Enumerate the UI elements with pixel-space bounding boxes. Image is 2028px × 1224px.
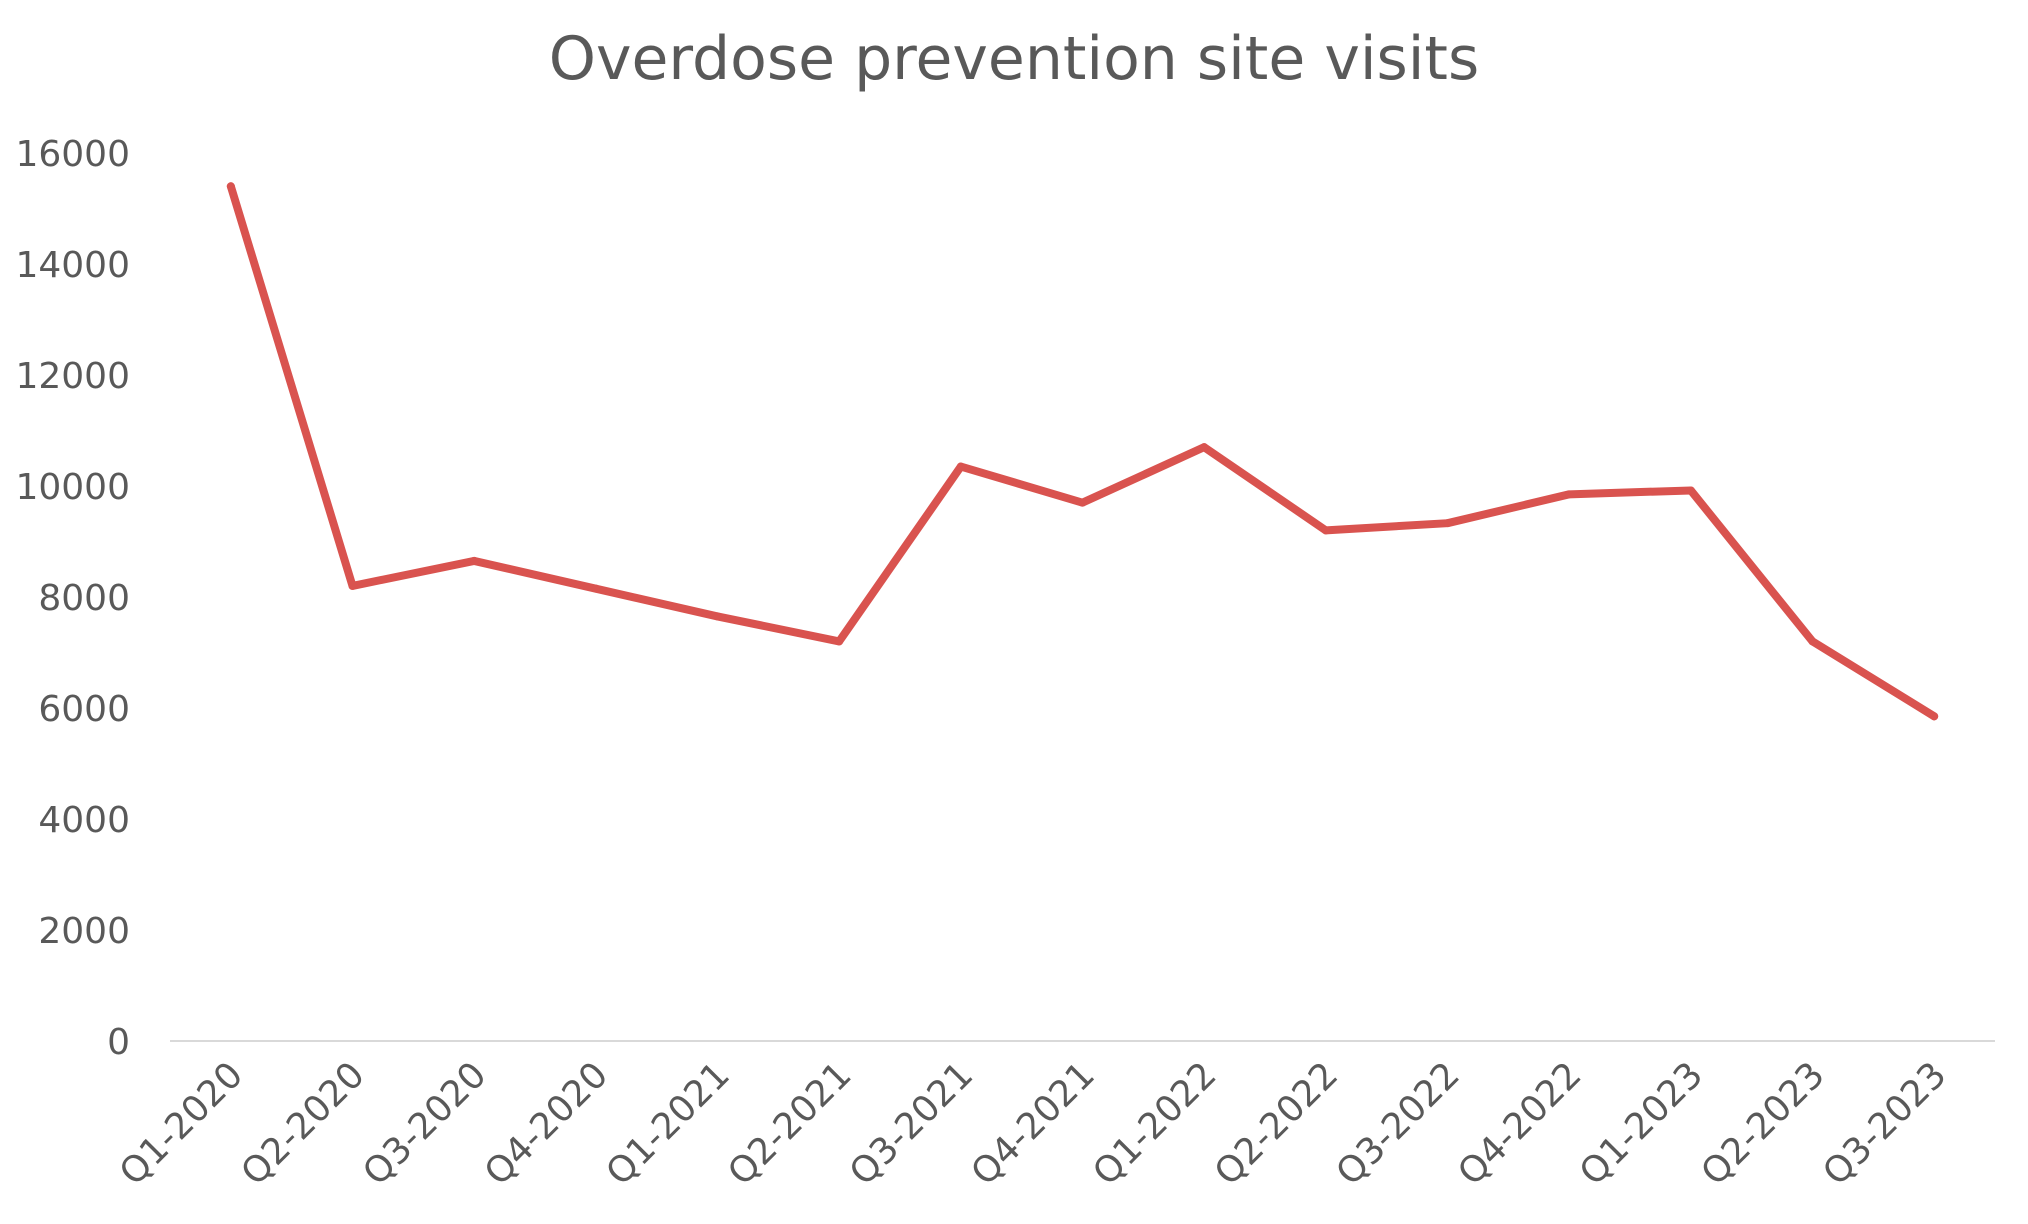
x-tick-label: Q4-2022 xyxy=(1450,1054,1589,1193)
y-tick-label: 10000 xyxy=(15,467,130,508)
data-point xyxy=(591,584,600,593)
x-tick-label: Q3-2020 xyxy=(355,1054,494,1193)
x-tick-label: Q3-2023 xyxy=(1815,1054,1954,1193)
series-layer xyxy=(226,182,1939,721)
x-tick-label: Q2-2023 xyxy=(1694,1054,1833,1193)
x-tick-label: Q1-2022 xyxy=(1085,1054,1224,1193)
data-point xyxy=(1686,486,1695,495)
x-tick-labels: Q1-2020Q2-2020Q3-2020Q4-2020Q1-2021Q2-20… xyxy=(112,1054,1955,1193)
data-point xyxy=(713,612,722,621)
x-tick-label: Q1-2021 xyxy=(599,1054,738,1193)
y-tick-label: 4000 xyxy=(38,800,130,841)
data-point xyxy=(470,556,479,565)
data-point xyxy=(348,581,357,590)
data-point xyxy=(835,637,844,646)
x-tick-label: Q2-2020 xyxy=(234,1054,373,1193)
data-point xyxy=(1443,519,1452,528)
x-tick-label: Q3-2022 xyxy=(1329,1054,1468,1193)
y-tick-label: 16000 xyxy=(15,134,130,175)
y-tick-label: 2000 xyxy=(38,911,130,952)
chart-title: Overdose prevention site visits xyxy=(548,24,1480,94)
x-tick-label: Q2-2022 xyxy=(1207,1054,1346,1193)
x-tick-label: Q1-2023 xyxy=(1572,1054,1711,1193)
data-point xyxy=(1930,712,1939,721)
y-axis: 0 2000 4000 6000 8000 10000 12000 14000 16000 xyxy=(15,134,130,1063)
y-tick-label: 8000 xyxy=(38,578,130,619)
y-tick-label: 12000 xyxy=(15,356,130,397)
y-tick-label: 0 xyxy=(107,1022,130,1063)
data-point xyxy=(1078,498,1087,507)
y-tick-label: 6000 xyxy=(38,689,130,730)
x-tick-label: Q1-2020 xyxy=(112,1054,251,1193)
x-tick-label: Q4-2021 xyxy=(964,1054,1103,1193)
series-line xyxy=(226,182,1939,721)
y-tick-label: 14000 xyxy=(15,245,130,286)
data-point xyxy=(226,182,235,191)
data-point xyxy=(1808,637,1817,646)
x-tick-label: Q3-2021 xyxy=(842,1054,981,1193)
data-point xyxy=(1565,490,1574,499)
x-tick-label: Q2-2021 xyxy=(720,1054,859,1193)
data-point xyxy=(956,462,965,471)
data-point xyxy=(1200,443,1209,452)
x-tick-label: Q4-2020 xyxy=(477,1054,616,1193)
data-point xyxy=(1321,526,1330,535)
